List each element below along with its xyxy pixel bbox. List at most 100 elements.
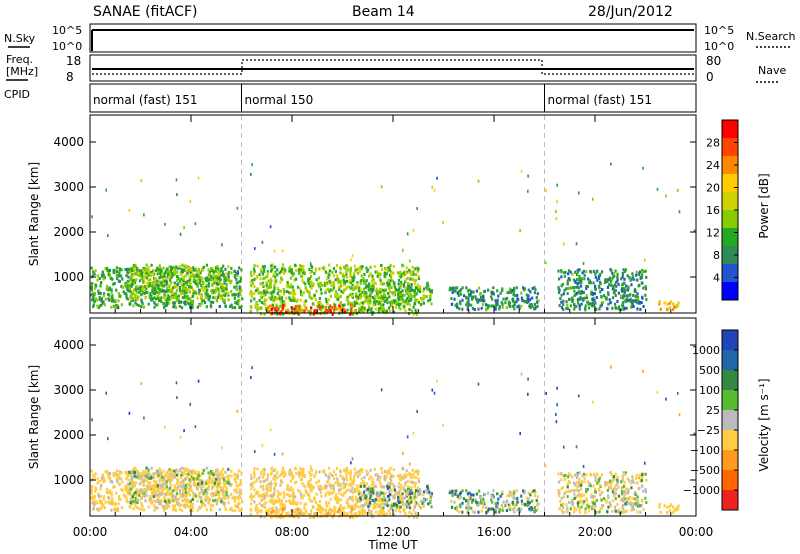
velocity-cell (358, 510, 361, 514)
power-cell (108, 293, 111, 297)
velocity-cell (349, 469, 352, 473)
power-cell (100, 297, 103, 301)
power-cell (282, 292, 286, 296)
velocity-cell (149, 496, 152, 500)
velocity-cell (520, 507, 523, 511)
velocity-cell (175, 477, 179, 481)
power-cell (175, 265, 178, 269)
velocity-cell (400, 486, 403, 490)
velocity-cell (275, 506, 278, 510)
power-cell (593, 292, 596, 296)
power-cell (328, 269, 331, 273)
velocity-cell (290, 474, 293, 478)
velocity-cell (364, 511, 368, 515)
velocity-cell (418, 490, 422, 494)
power-cell (333, 306, 337, 310)
velocity-cell (295, 480, 298, 484)
velocity-cell (215, 477, 218, 481)
velocity-cell (171, 504, 175, 508)
power-cell (180, 271, 183, 275)
power-cell (293, 298, 297, 302)
power-cell (171, 301, 175, 305)
velocity-cell (501, 490, 504, 494)
velocity-cell (192, 475, 195, 479)
power-cell (310, 306, 313, 310)
velocity-cell (187, 491, 190, 495)
colorbar-swatch (722, 246, 738, 264)
velocity-cell (95, 487, 98, 491)
velocity-cell (120, 506, 123, 510)
power-cell (92, 296, 95, 300)
power-cell (216, 278, 219, 282)
power-cell (183, 301, 186, 305)
velocity-cell (351, 495, 354, 499)
power-cell (466, 305, 470, 309)
velocity-cell (283, 471, 287, 475)
power-cell (367, 285, 371, 289)
velocity-cell (241, 500, 244, 504)
velocity-cell (485, 511, 488, 515)
velocity-cell (268, 494, 272, 498)
velocity-cell (327, 479, 330, 483)
velocity-cell (227, 474, 230, 478)
power-cell (583, 273, 586, 277)
power-cell (606, 279, 609, 283)
power-cell (358, 310, 361, 314)
power-cell (321, 266, 324, 270)
velocity-cell (214, 498, 217, 502)
power-cell (276, 273, 279, 277)
power-cell (154, 281, 157, 285)
velocity-cell (422, 504, 426, 508)
velocity-cell (189, 484, 192, 488)
power-cell (421, 298, 424, 302)
power-cell (536, 300, 539, 304)
power-cell (173, 283, 177, 287)
velocity-cell (183, 471, 186, 475)
velocity-cell (309, 487, 312, 491)
velocity-cell (106, 469, 109, 473)
power-cell (385, 309, 389, 313)
power-cell (168, 275, 171, 279)
velocity-cell (491, 507, 494, 511)
velocity-cell (142, 469, 145, 473)
velocity-cell (115, 478, 119, 482)
velocity-cell (139, 490, 142, 494)
velocity-cell (300, 509, 303, 513)
velocity-cell (261, 484, 265, 488)
velocity-cell (172, 472, 175, 476)
power-cell (176, 266, 179, 270)
velocity-cell (334, 506, 337, 510)
power-cell (364, 299, 367, 303)
velocity-cell (324, 511, 327, 515)
power-cell (362, 277, 365, 281)
velocity-cell (117, 495, 120, 499)
power-cell (461, 286, 464, 290)
velocity-cell (291, 499, 295, 503)
power-cell (483, 289, 487, 293)
power-cell (179, 300, 183, 304)
power-cell (90, 293, 93, 297)
velocity-cell (426, 491, 429, 495)
power-cell (314, 298, 318, 302)
velocity-cell (301, 481, 304, 485)
power-cell (239, 276, 242, 280)
velocity-cell (129, 501, 132, 505)
velocity-cell (525, 496, 528, 500)
power-cell (358, 269, 362, 273)
velocity-cell (307, 485, 311, 489)
power-cell (217, 273, 220, 277)
velocity-cell (341, 475, 344, 479)
velocity-cell (286, 485, 290, 489)
power-cell (536, 292, 539, 296)
power-cell (379, 294, 382, 298)
power-cell (399, 290, 402, 294)
power-cell (402, 248, 404, 252)
power-cell (112, 282, 115, 286)
power-cell (625, 306, 628, 310)
velocity-cell (184, 487, 187, 491)
velocity-cell (261, 486, 264, 490)
power-cell (610, 162, 612, 166)
power-cell (339, 281, 342, 285)
velocity-cell (253, 500, 256, 504)
power-cell (560, 275, 563, 279)
